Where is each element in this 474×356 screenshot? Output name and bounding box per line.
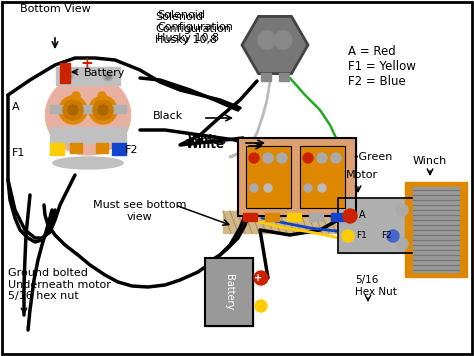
Circle shape <box>277 153 287 163</box>
Bar <box>112 143 126 155</box>
Circle shape <box>89 96 117 124</box>
Circle shape <box>255 300 267 312</box>
Polygon shape <box>242 16 308 74</box>
Bar <box>338 198 416 253</box>
Text: White: White <box>186 137 225 151</box>
Text: F2: F2 <box>125 145 138 155</box>
Circle shape <box>65 73 71 79</box>
Ellipse shape <box>53 157 123 169</box>
Circle shape <box>387 230 399 242</box>
Bar <box>50 105 126 113</box>
Circle shape <box>264 184 272 192</box>
Bar <box>243 213 257 221</box>
Circle shape <box>103 71 113 81</box>
Text: +: + <box>80 56 93 71</box>
Circle shape <box>396 238 408 250</box>
Circle shape <box>105 73 111 79</box>
Circle shape <box>72 92 80 100</box>
Bar <box>70 143 82 153</box>
Circle shape <box>274 31 292 49</box>
Circle shape <box>343 209 357 223</box>
Bar <box>238 138 356 216</box>
Text: White: White <box>188 135 227 147</box>
Circle shape <box>331 153 341 163</box>
Circle shape <box>318 184 326 192</box>
Bar <box>413 187 459 272</box>
Bar <box>246 146 291 208</box>
Bar <box>338 198 416 253</box>
Bar <box>238 138 356 216</box>
Bar <box>50 127 126 143</box>
Circle shape <box>63 100 83 120</box>
Text: Winch: Winch <box>413 156 447 166</box>
Bar <box>331 213 345 221</box>
Bar <box>60 63 70 83</box>
Circle shape <box>63 71 73 81</box>
Circle shape <box>250 184 258 192</box>
Bar <box>300 146 345 208</box>
Bar <box>96 143 108 153</box>
Circle shape <box>98 92 106 100</box>
Bar <box>205 258 253 326</box>
Circle shape <box>342 230 354 242</box>
Text: Battery: Battery <box>224 274 234 310</box>
Circle shape <box>317 153 327 163</box>
Circle shape <box>304 184 312 192</box>
Text: +: + <box>254 273 262 283</box>
Circle shape <box>93 100 113 120</box>
Text: •Green: •Green <box>352 152 392 162</box>
Text: Must see bottom
view: Must see bottom view <box>93 200 187 221</box>
Circle shape <box>269 49 281 61</box>
Text: A = Red
F1 = Yellow
F2 = Blue: A = Red F1 = Yellow F2 = Blue <box>348 45 416 88</box>
Circle shape <box>263 153 273 163</box>
Text: F1: F1 <box>12 148 26 158</box>
Circle shape <box>258 31 276 49</box>
Bar <box>50 143 64 155</box>
Bar <box>223 211 371 233</box>
Bar <box>287 213 301 221</box>
Bar <box>405 182 467 277</box>
Bar <box>300 146 345 208</box>
Text: Bottom View: Bottom View <box>20 4 91 14</box>
Circle shape <box>254 271 268 285</box>
Bar <box>309 213 323 221</box>
Text: Ground bolted
Underneath motor
5/16 hex nut: Ground bolted Underneath motor 5/16 hex … <box>8 268 111 301</box>
Circle shape <box>249 153 259 163</box>
Circle shape <box>59 96 87 124</box>
Ellipse shape <box>46 75 130 155</box>
Bar <box>279 73 289 81</box>
Circle shape <box>98 105 108 115</box>
Text: Motor: Motor <box>346 170 378 180</box>
Text: A: A <box>12 102 19 112</box>
Bar <box>205 258 253 326</box>
Bar <box>261 73 271 81</box>
Text: 5/16
Hex Nut: 5/16 Hex Nut <box>355 276 397 297</box>
Text: Battery: Battery <box>84 68 126 78</box>
Bar <box>56 67 120 85</box>
Bar <box>265 213 279 221</box>
Circle shape <box>396 204 408 216</box>
Text: A: A <box>359 210 365 220</box>
Text: Solenoid
Configuration
Husky 10,8: Solenoid Configuration Husky 10,8 <box>155 12 231 45</box>
Text: F1: F1 <box>356 231 367 241</box>
Text: F2: F2 <box>381 231 392 241</box>
Text: Solenoid
Configuration
Husky 10,8: Solenoid Configuration Husky 10,8 <box>157 10 233 43</box>
Bar <box>246 146 291 208</box>
Circle shape <box>303 153 313 163</box>
Circle shape <box>68 105 78 115</box>
Text: Black: Black <box>153 111 183 121</box>
